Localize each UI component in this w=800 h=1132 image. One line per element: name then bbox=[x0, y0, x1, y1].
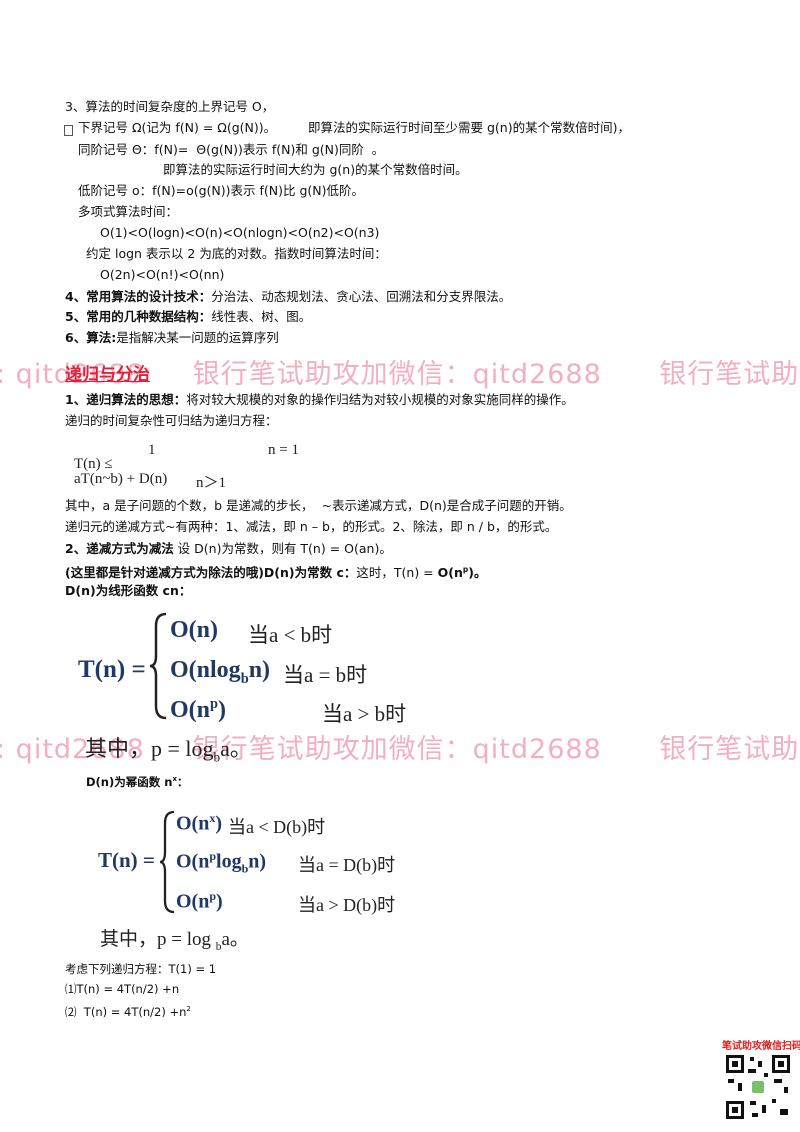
sup: p bbox=[210, 696, 219, 712]
label: 2、递减方式为减法 bbox=[65, 541, 174, 556]
part: n) bbox=[248, 657, 271, 683]
text-line: 低阶记号 o：f(N)=o(g(N))表示 f(N)比 g(N)低阶。 bbox=[78, 183, 365, 198]
part: ) bbox=[216, 890, 223, 913]
text-line: 即算法的实际运行时间大约为 g(n)的某个常数倍时间。 bbox=[163, 162, 468, 177]
text-line: (这里都是针对递减方式为除法的哦)D(n)为常数 c：这时，T(n) = O(n… bbox=[65, 562, 486, 581]
equation-part: aT(n~b) + D(n) bbox=[74, 471, 168, 487]
item-label: 5、常用的几种数据结构： bbox=[65, 309, 212, 324]
list-item: 5、常用的几种数据结构：线性表、树、图。 bbox=[65, 309, 311, 325]
formula-row: O(np) bbox=[176, 889, 223, 914]
label: (这里都是针对递减方式为除法的哦)D(n)为常数 c： bbox=[65, 565, 357, 581]
sup: x bbox=[209, 811, 216, 825]
text-line: 约定 logn 表示以 2 为底的对数。指数时间算法时间： bbox=[86, 246, 387, 261]
sup: p bbox=[462, 565, 469, 574]
equation-part: 1 bbox=[148, 442, 156, 458]
part: ： bbox=[176, 774, 189, 789]
equation-part: n = 1 bbox=[268, 442, 299, 458]
item-text: 是指解决某一问题的运算序列 bbox=[116, 330, 279, 345]
item-label: 4、常用算法的设计技术： bbox=[65, 289, 212, 304]
item-label: 6、算法: bbox=[65, 330, 117, 345]
sup: x bbox=[172, 775, 177, 783]
list-item: 6、算法:是指解决某一问题的运算序列 bbox=[65, 330, 279, 346]
text-line: ⑴T(n) = 4T(n/2) +n bbox=[65, 982, 180, 996]
brace bbox=[159, 810, 175, 914]
glyph-box bbox=[64, 125, 73, 136]
sub: b bbox=[241, 861, 249, 876]
text-line: O(1)<O(logn)<O(n)<O(nlogn)<O(n2)<O(n3) bbox=[100, 225, 380, 240]
text: 设 D(n)为常数，则有 T(n) = O(an)。 bbox=[173, 541, 392, 556]
item-text: 分治法、动态规划法、贪心法、回溯法和分支界限法。 bbox=[211, 289, 512, 304]
sup: p bbox=[209, 889, 217, 903]
part: 其中，p = log bbox=[100, 929, 216, 950]
sup: p bbox=[209, 849, 217, 863]
part: ) bbox=[218, 697, 227, 723]
part: n) bbox=[248, 850, 267, 873]
formula-note: 其中，p = logba。 bbox=[85, 731, 252, 765]
text-line: 其中，a 是子问题的个数，b 是递减的步长， ~表示递减方式，D(n)是合成子问… bbox=[65, 498, 572, 513]
part: D(n)为幂函数 n bbox=[86, 774, 173, 789]
part: ) bbox=[215, 812, 223, 835]
text-line: D(n)为幂函数 nx： bbox=[86, 771, 188, 790]
formula-cond: 当a < D(b)时 bbox=[228, 817, 326, 837]
qr-code bbox=[724, 1053, 792, 1121]
formula-cond: 当a > b时 bbox=[322, 702, 407, 726]
text-line: O(2n)<O(n!)<O(nn) bbox=[100, 267, 225, 282]
part: ⑵ T(n) = 4T(n/2) +n bbox=[65, 1004, 187, 1019]
watermark: : qitd2688 银行笔试助攻加微信：qitd2688 银行笔试助 bbox=[0, 734, 800, 765]
label: 1、递归算法的思想： bbox=[65, 392, 187, 407]
part: O(n bbox=[170, 697, 211, 723]
part: O(n bbox=[176, 812, 210, 835]
sub: b bbox=[215, 940, 222, 953]
brace bbox=[149, 612, 167, 720]
text-line: 下界记号 Ω(记为 f(N) = Ω(g(N))。 bbox=[78, 120, 277, 135]
text-line: 递归的时间复杂性可归结为递归方程： bbox=[65, 413, 278, 428]
formula-cond: 当a < b时 bbox=[248, 623, 333, 647]
formula-row: O(nplogbn) bbox=[176, 849, 266, 877]
formula-lhs: T(n) = bbox=[78, 656, 146, 683]
text-line: 考虑下列递归方程：T(1) = 1 bbox=[65, 962, 217, 976]
section-heading: 递归与分治 bbox=[65, 365, 150, 385]
result: O(n bbox=[437, 565, 463, 581]
formula-row: O(n) bbox=[170, 617, 218, 643]
sub: b bbox=[240, 670, 249, 687]
sub: b bbox=[213, 749, 221, 765]
text-line: 多项式算法时间： bbox=[78, 204, 179, 219]
formula-cond: 当a = D(b)时 bbox=[298, 855, 396, 875]
formula-cond: 当a = b时 bbox=[283, 663, 368, 687]
watermark: : qitd2688 银行笔试助攻加微信：qitd2688 银行笔试助 bbox=[0, 359, 800, 390]
part: a。 bbox=[221, 929, 249, 950]
formula-cond: 当a > D(b)时 bbox=[298, 895, 396, 915]
equation-part: T(n) ≤ bbox=[74, 456, 113, 472]
formula-row: O(np) bbox=[170, 696, 226, 724]
formula-row: O(nx) bbox=[176, 811, 222, 836]
part: O(nlog bbox=[170, 657, 241, 683]
text-line: 3、算法的时间复杂度的上界记号 O， bbox=[65, 99, 275, 114]
text-line: 同阶记号 Θ：f(N)= Θ(g(N))表示 f(N)和 g(N)同阶 。 bbox=[78, 142, 385, 157]
part: log bbox=[216, 850, 242, 873]
text-line: ⑵ T(n) = 4T(n/2) +n2 bbox=[65, 1001, 191, 1020]
formula-row: O(nlogbn) bbox=[170, 657, 270, 688]
part: O(n bbox=[176, 890, 210, 913]
text: 将对较大规模的对象的操作归结为对较小规模的对象实施同样的操作。 bbox=[186, 392, 574, 407]
text-line: D(n)为线形函数 cn： bbox=[65, 583, 192, 598]
sup: 2 bbox=[186, 1005, 191, 1013]
text-line: 递归元的递减方式~有两种：1、减法，即 n – b，的形式。2、除法，即 n /… bbox=[65, 519, 558, 534]
part: O(n bbox=[176, 850, 210, 873]
text-line: 1、递归算法的思想：将对较大规模的对象的操作归结为对较小规模的对象实施同样的操作… bbox=[65, 392, 574, 408]
result-end: )。 bbox=[468, 565, 487, 581]
equation-part: n＞1 bbox=[196, 475, 227, 491]
part: a。 bbox=[220, 736, 252, 761]
text-line: 即算法的实际运行时间至少需要 g(n)的某个常数倍时间)， bbox=[308, 120, 630, 135]
qr-label: 笔试助攻微信扫码↓ bbox=[722, 1041, 800, 1052]
list-item: 4、常用算法的设计技术：分治法、动态规划法、贪心法、回溯法和分支界限法。 bbox=[65, 289, 511, 305]
text-line: 2、递减方式为减法 设 D(n)为常数，则有 T(n) = O(an)。 bbox=[65, 541, 392, 557]
formula-note: 其中，p = log ba。 bbox=[100, 924, 249, 953]
formula-lhs: T(n) = bbox=[98, 848, 155, 872]
item-text: 线性表、树、图。 bbox=[211, 309, 312, 324]
part: 其中，p = log bbox=[85, 736, 214, 761]
text: 这时，T(n) = bbox=[356, 565, 438, 581]
